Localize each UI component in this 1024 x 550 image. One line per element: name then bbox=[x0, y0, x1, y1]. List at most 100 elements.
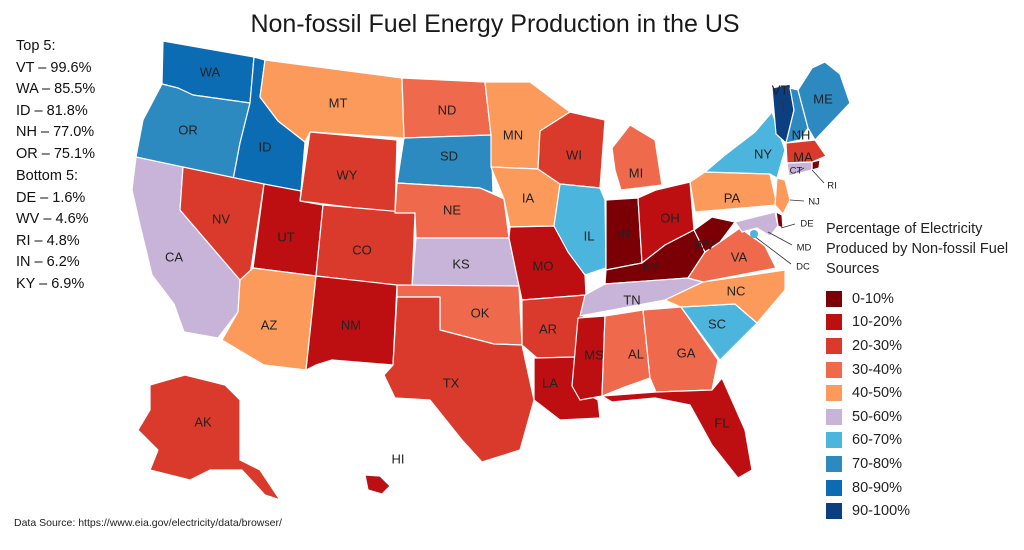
legend-item: 10-20% bbox=[826, 311, 1016, 335]
state-label: IA bbox=[522, 190, 535, 205]
state-al: AL bbox=[601, 309, 651, 397]
top-5-item: OR – 75.1% bbox=[16, 145, 95, 162]
state-label: SD bbox=[440, 148, 458, 163]
state-label: HI bbox=[392, 451, 405, 466]
state-shape bbox=[137, 374, 281, 501]
state-label: VA bbox=[731, 249, 748, 264]
state-label: AZ bbox=[261, 317, 278, 332]
state-ri: RI bbox=[811, 159, 837, 192]
bottom-5-item: IN – 6.2% bbox=[16, 254, 80, 270]
legend-label: 0-10% bbox=[852, 290, 894, 307]
state-ms: MS bbox=[571, 315, 606, 401]
legend-swatch bbox=[826, 432, 842, 449]
state-label: CO bbox=[352, 242, 372, 257]
state-shape bbox=[797, 61, 851, 141]
state-shape bbox=[734, 211, 779, 237]
top-5-item: VT – 99.6% bbox=[16, 59, 92, 76]
state-label: WV bbox=[694, 237, 715, 252]
state-hi: HI bbox=[364, 451, 405, 495]
state-sd: SD bbox=[396, 134, 494, 194]
state-label: WI bbox=[566, 147, 582, 162]
state-label: NY bbox=[754, 146, 772, 161]
legend-label: 50-60% bbox=[852, 408, 902, 425]
top-5-item: WA – 85.5% bbox=[16, 81, 96, 97]
legend-item: 80-90% bbox=[826, 476, 1016, 500]
state-shape bbox=[704, 111, 786, 179]
legend-item: 70-80% bbox=[826, 452, 1016, 476]
de-leader-line bbox=[780, 223, 796, 229]
bottom-5-list: Bottom 5: DE – 1.6% WV – 4.6% RI – 4.8% … bbox=[16, 166, 89, 295]
legend-item: 60-70% bbox=[826, 429, 1016, 453]
state-shape bbox=[689, 171, 778, 213]
state-label: KY bbox=[642, 259, 660, 274]
state-label: AK bbox=[194, 414, 212, 429]
legend-label: 30-40% bbox=[852, 361, 902, 378]
state-shape bbox=[693, 216, 736, 253]
state-nm: NM bbox=[305, 275, 398, 371]
bottom-5-item: DE – 1.6% bbox=[16, 189, 86, 206]
top-5-item: ID – 81.8% bbox=[16, 102, 88, 119]
state-label: ME bbox=[813, 91, 833, 106]
legend-item: 30-40% bbox=[826, 358, 1016, 382]
dc-leader-line bbox=[753, 235, 792, 265]
md-leader-line bbox=[767, 231, 793, 246]
legend-item: 0-10% bbox=[826, 287, 1016, 311]
state-label: PA bbox=[724, 190, 741, 205]
state-label: OR bbox=[178, 122, 198, 137]
legend-swatch bbox=[826, 337, 842, 354]
legend-item: 50-60% bbox=[826, 405, 1016, 429]
top-5-list: Top 5: VT – 99.6% WA – 85.5% ID – 81.8% … bbox=[16, 36, 95, 165]
legend-swatch bbox=[826, 408, 842, 425]
map-title: Non-fossil Fuel Energy Production in the… bbox=[250, 10, 740, 38]
state-label: NM bbox=[341, 317, 361, 332]
bottom-5-item: KY – 6.9% bbox=[16, 275, 85, 292]
state-me: ME bbox=[797, 61, 851, 141]
state-label: CA bbox=[165, 249, 183, 264]
state-label: MN bbox=[503, 127, 523, 142]
state-label: OK bbox=[471, 305, 490, 320]
state-label: RI bbox=[827, 181, 837, 192]
legend-swatch bbox=[826, 503, 842, 520]
state-label: MS bbox=[584, 347, 604, 362]
ct-leader-line bbox=[796, 167, 805, 173]
data-source-note: Data Source: https://www.eia.gov/electri… bbox=[14, 517, 282, 529]
state-label: ND bbox=[438, 102, 457, 117]
state-ny: NY bbox=[704, 111, 786, 179]
state-shape bbox=[364, 474, 391, 495]
state-shape bbox=[774, 177, 791, 215]
state-label: OH bbox=[660, 210, 680, 225]
state-label: MA bbox=[793, 149, 813, 164]
top-5-item: NH – 77.0% bbox=[16, 124, 95, 140]
state-label: MI bbox=[629, 165, 643, 180]
state-shape bbox=[553, 183, 607, 276]
state-label: GA bbox=[677, 345, 696, 360]
state-shape bbox=[811, 159, 821, 171]
state-label: LA bbox=[542, 375, 558, 390]
legend-swatch bbox=[826, 361, 842, 378]
state-label: DC bbox=[796, 262, 810, 273]
state-shape bbox=[611, 124, 663, 191]
legend-label: 70-80% bbox=[852, 455, 902, 472]
state-co: CO bbox=[315, 204, 416, 288]
legend-swatch bbox=[826, 455, 842, 472]
nh-leader-line bbox=[796, 129, 801, 134]
bottom-5-heading: Bottom 5: bbox=[16, 168, 79, 184]
state-label: NH bbox=[792, 127, 811, 142]
bottom-5-item: RI – 4.8% bbox=[16, 232, 80, 249]
state-label: MD bbox=[797, 243, 812, 254]
state-de: DE bbox=[775, 211, 814, 230]
legend-swatch bbox=[826, 290, 842, 307]
state-label: MT bbox=[329, 95, 348, 110]
legend-swatch bbox=[826, 314, 842, 331]
state-label: UT bbox=[277, 229, 294, 244]
state-vt: VT bbox=[771, 82, 795, 144]
state-label: NC bbox=[727, 283, 746, 298]
state-shape bbox=[664, 269, 786, 324]
legend-swatch bbox=[826, 479, 842, 496]
legend-item: 40-50% bbox=[826, 381, 1016, 405]
state-wy: WY bbox=[299, 131, 398, 214]
dc-marker bbox=[750, 230, 758, 238]
legend-item: 90-100% bbox=[826, 499, 1016, 523]
state-md: MD bbox=[734, 211, 812, 254]
